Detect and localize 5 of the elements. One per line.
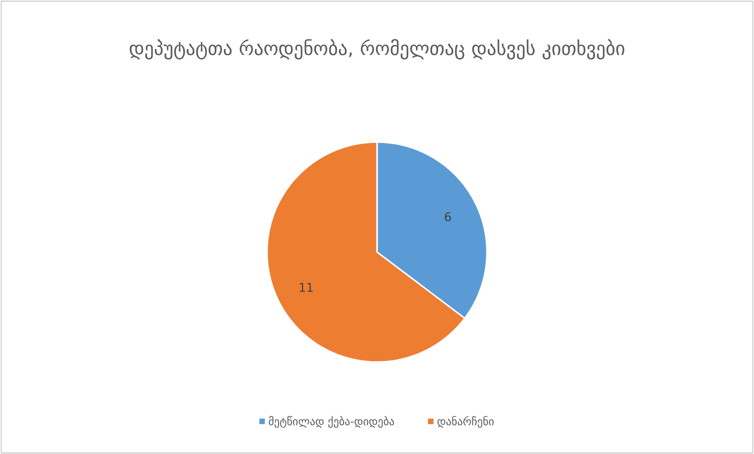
legend-label: დანარჩენი [438, 416, 494, 428]
data-label: 11 [300, 282, 313, 292]
chart-title: დეპუტატთა რაოდენობა, რომელთაც დასვეს კითხვები [130, 39, 624, 60]
data-label: 6 [444, 212, 451, 222]
legend-label: მეტწილად ქება-დიდება [268, 416, 394, 428]
